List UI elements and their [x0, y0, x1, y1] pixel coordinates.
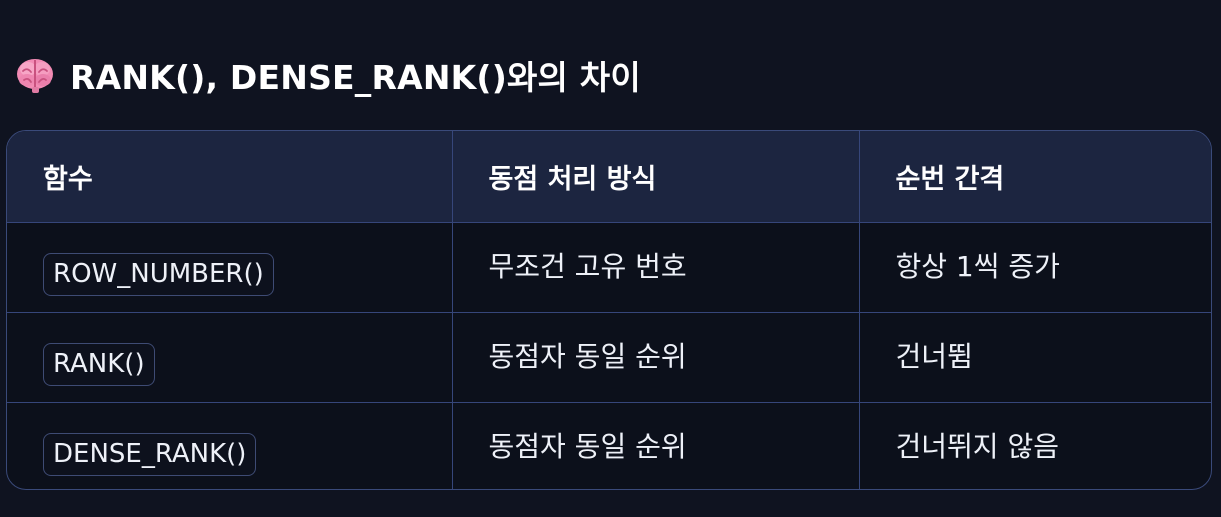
comparison-table: 함수 동점 처리 방식 순번 간격 ROW_NUMBER() 무조건 고유 번호… [6, 130, 1212, 490]
table-row: DENSE_RANK() 동점자 동일 순위 건너뛰지 않음 [7, 402, 1211, 489]
gap-cell: 건너뜀 [859, 312, 1211, 403]
tie-handling-cell: 동점자 동일 순위 [452, 402, 860, 489]
function-cell: ROW_NUMBER() [7, 222, 453, 313]
header-tie-handling: 동점 처리 방식 [452, 131, 860, 223]
function-code: DENSE_RANK() [43, 432, 257, 476]
brain-icon [14, 54, 56, 96]
function-code: ROW_NUMBER() [43, 252, 274, 296]
section-title: RANK(), DENSE_RANK()와의 차이 [70, 58, 641, 97]
tie-handling-cell: 무조건 고유 번호 [452, 222, 860, 313]
header-gap: 순번 간격 [859, 131, 1211, 223]
gap-cell: 건너뛰지 않음 [895, 429, 1059, 463]
gap-cell: 항상 1씩 증가 [859, 222, 1211, 313]
function-cell: DENSE_RANK() [7, 402, 453, 489]
table-row: ROW_NUMBER() 무조건 고유 번호 항상 1씩 증가 [7, 222, 1211, 313]
header-function: 함수 [7, 131, 453, 223]
tie-handling-cell: 동점자 동일 순위 [452, 312, 860, 403]
function-code: RANK() [43, 342, 155, 386]
section-heading: RANK(), DENSE_RANK()와의 차이 [14, 50, 641, 100]
table-row: RANK() 동점자 동일 순위 건너뜀 [7, 312, 1211, 403]
table-header-row: 함수 동점 처리 방식 순번 간격 [7, 131, 1211, 223]
function-cell: RANK() [7, 312, 453, 403]
